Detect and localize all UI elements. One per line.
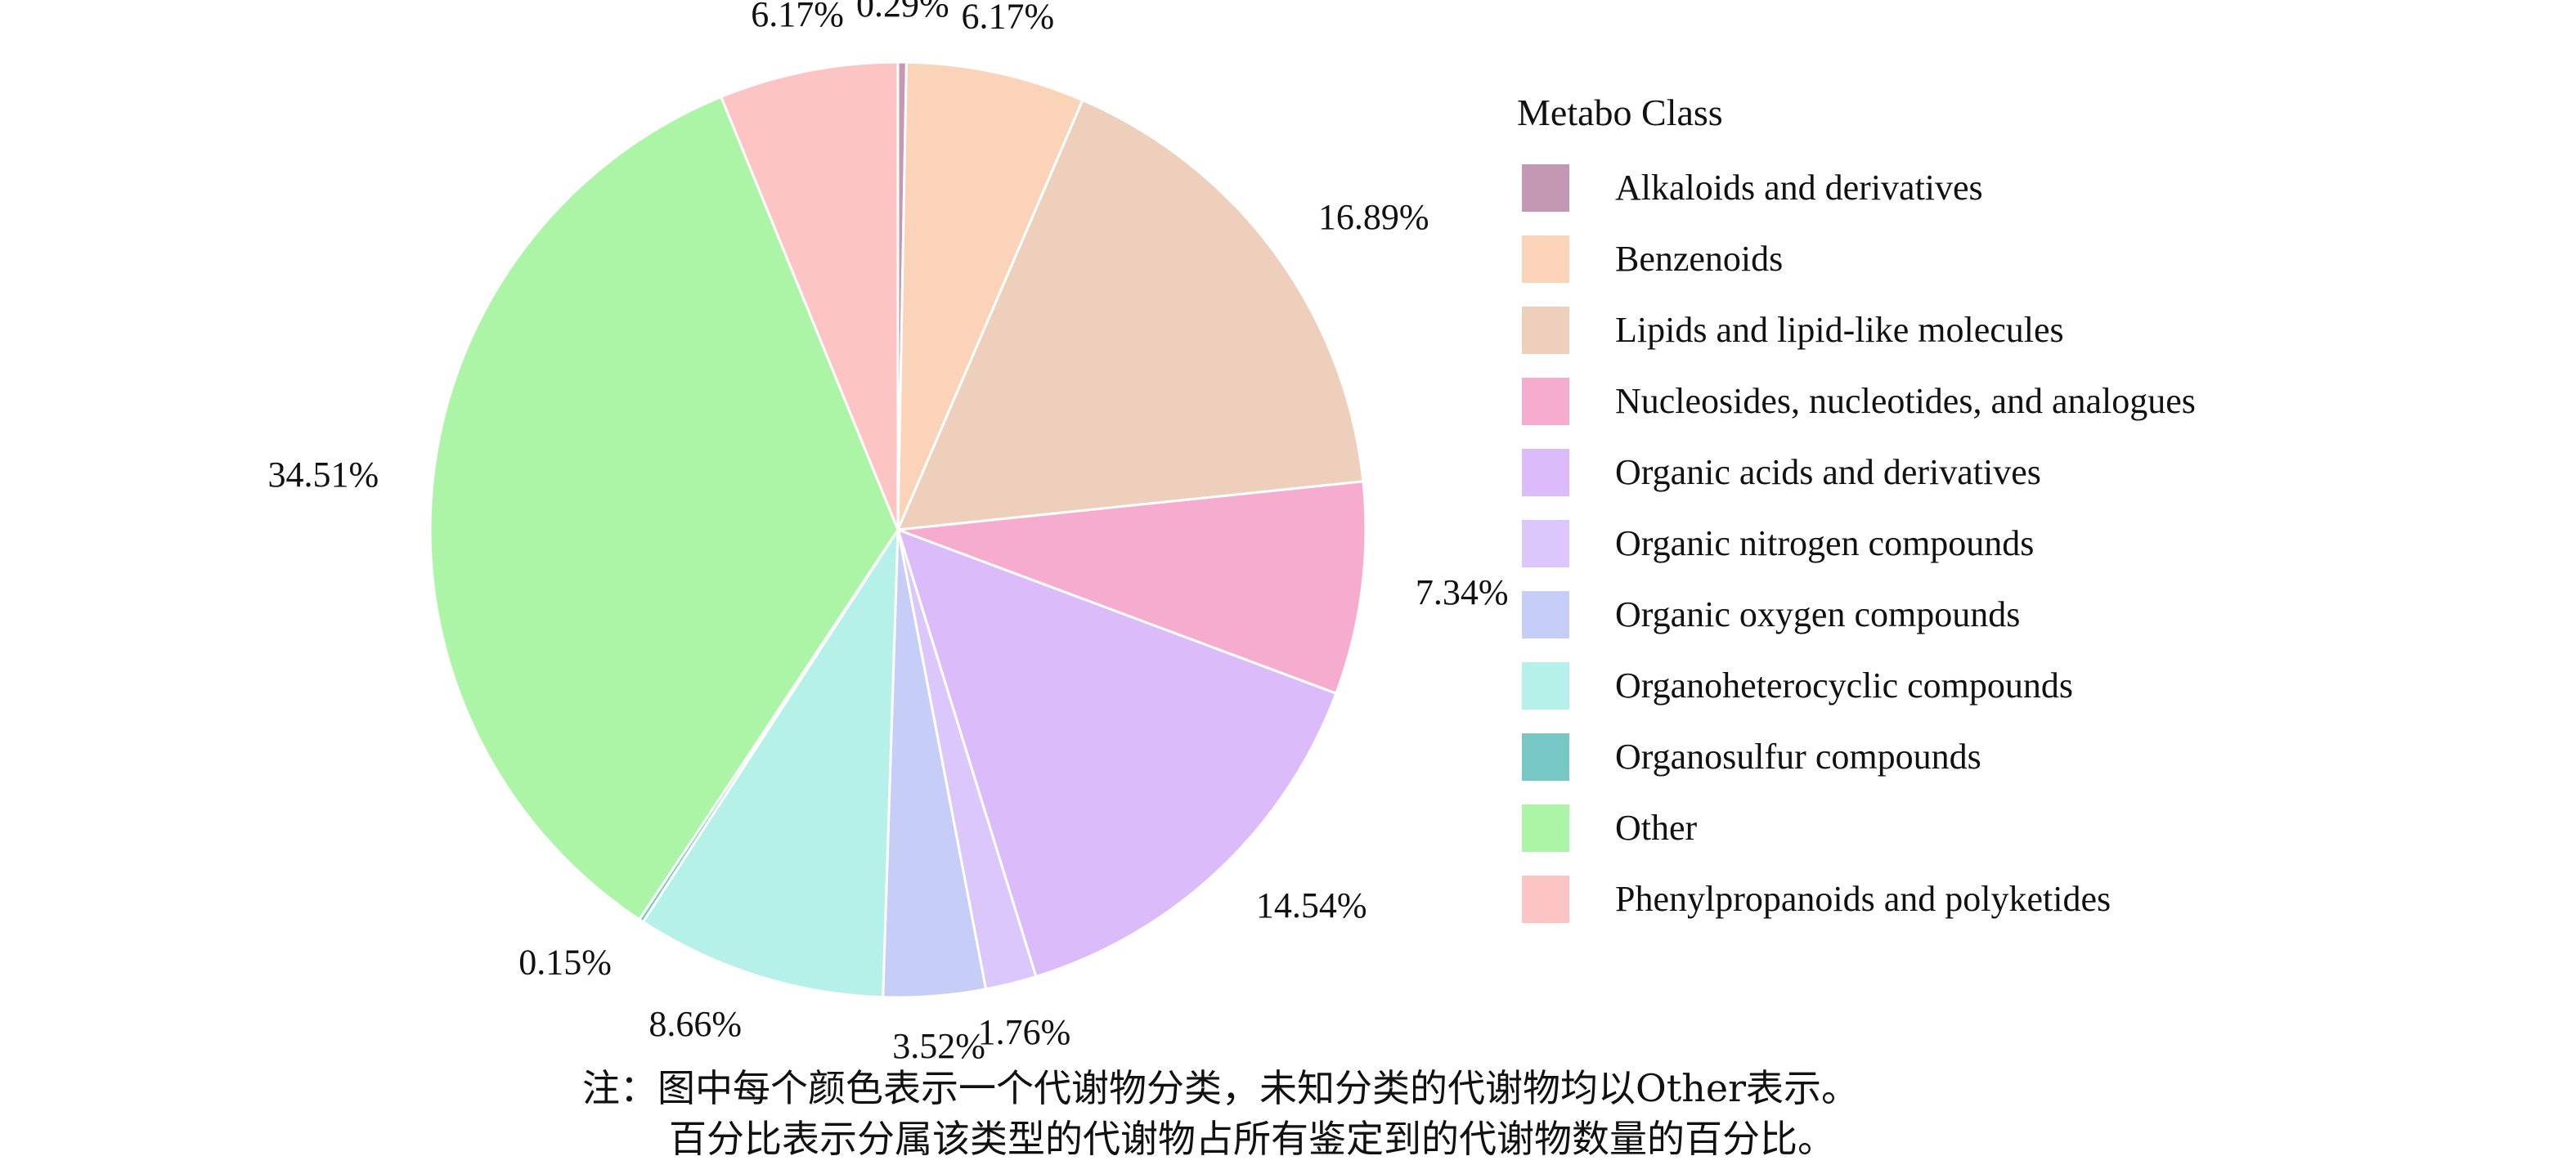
legend-swatch xyxy=(1522,875,1569,923)
legend-item-organosulfur-compounds: Organosulfur compounds xyxy=(1517,721,2196,792)
legend-item-nucleosides-nucleotides-and-analogues: Nucleosides, nucleotides, and analogues xyxy=(1517,365,2196,437)
pie-slice-lipids-and-lipid-like-molecules xyxy=(895,98,1365,531)
pie-slice-phenylpropanoids-and-polyketides xyxy=(719,60,900,531)
legend-label: Alkaloids and derivatives xyxy=(1615,168,1983,208)
pie-slice-nucleosides-nucleotides-and-analogues xyxy=(897,480,1367,696)
chart-note: 注：图中每个颜色表示一个代谢物分类，未知分类的代谢物均以Other表示。 百分比… xyxy=(582,1063,1859,1164)
slice-percent-label: 34.51% xyxy=(267,455,379,495)
legend-swatch xyxy=(1522,804,1569,852)
legend-item-organic-nitrogen-compounds: Organic nitrogen compounds xyxy=(1517,508,2196,579)
legend-item-benzenoids: Benzenoids xyxy=(1517,223,2196,294)
legend-item-organic-acids-and-derivatives: Organic acids and derivatives xyxy=(1517,437,2196,508)
legend-title: Metabo Class xyxy=(1517,92,1723,133)
legend-items: Alkaloids and derivatives Benzenoids Lipid… xyxy=(1517,152,2196,934)
legend-label: Benzenoids xyxy=(1615,239,1784,279)
pie-slices xyxy=(429,60,1367,999)
slice-percent-label: 0.29% xyxy=(856,0,949,25)
legend-label: Nucleosides, nucleotides, and analogues xyxy=(1615,381,2196,421)
legend-item-other: Other xyxy=(1517,792,2196,863)
pie-slice-organic-acids-and-derivatives xyxy=(895,527,1338,979)
slice-percent-label: 6.17% xyxy=(751,0,844,34)
legend-label: Organic acids and derivatives xyxy=(1615,452,2041,492)
slice-percent-label: 16.89% xyxy=(1318,197,1429,237)
legend-label: Organosulfur compounds xyxy=(1615,737,1981,777)
legend-swatch xyxy=(1522,306,1569,354)
legend-item-organic-oxygen-compounds: Organic oxygen compounds xyxy=(1517,579,2196,650)
note-line-2: 百分比表示分属该类型的代谢物占所有鉴定到的代谢物数量的百分比。 xyxy=(669,1117,1835,1161)
legend-label: Phenylpropanoids and polyketides xyxy=(1615,879,2112,919)
legend-label: Organic nitrogen compounds xyxy=(1615,523,2035,563)
legend-swatch xyxy=(1522,590,1569,639)
legend-swatch xyxy=(1522,448,1569,496)
legend: Metabo Class Alkaloids and derivatives Be… xyxy=(1517,88,2196,934)
legend-item-alkaloids-and-derivatives: Alkaloids and derivatives xyxy=(1517,152,2196,223)
legend-swatch xyxy=(1522,519,1569,567)
legend-swatch xyxy=(1522,733,1569,781)
legend-label: Other xyxy=(1615,808,1698,848)
legend-label: Organoheterocyclic compounds xyxy=(1615,665,2074,706)
legend-swatch xyxy=(1522,164,1569,212)
legend-swatch xyxy=(1522,377,1569,425)
slice-percent-label: 8.66% xyxy=(648,1004,742,1044)
slice-percent-label: 3.52% xyxy=(892,1026,985,1066)
pie-labels: 0.29% 6.17% 16.89% 7.34% 14.54% 1.76%3.52% 8.6… xyxy=(267,0,1508,1066)
pie-slice-benzenoids xyxy=(896,60,1084,531)
legend-swatch xyxy=(1522,235,1569,283)
note-line-1: 注：图中每个颜色表示一个代谢物分类，未知分类的代谢物均以Other表示。 xyxy=(582,1066,1860,1110)
legend-item-organoheterocyclic-compounds: Organoheterocyclic compounds xyxy=(1517,650,2196,721)
legend-label: Organic oxygen compounds xyxy=(1615,594,2021,634)
legend-item-lipids-and-lipid-like-molecules: Lipids and lipid-like molecules xyxy=(1517,294,2196,365)
pie-slice-other xyxy=(429,95,900,921)
pie-slice-organoheterocyclic-compounds xyxy=(641,525,900,999)
legend-label: Lipids and lipid-like molecules xyxy=(1615,310,2064,350)
slice-percent-label: 6.17% xyxy=(961,0,1054,36)
slice-percent-label: 1.76% xyxy=(978,1012,1071,1052)
legend-item-phenylpropanoids-and-polyketides: Phenylpropanoids and polyketides xyxy=(1517,863,2196,934)
slice-percent-label: 7.34% xyxy=(1416,572,1509,612)
slice-percent-label: 0.15% xyxy=(518,942,612,982)
legend-swatch xyxy=(1522,661,1569,710)
slice-percent-label: 14.54% xyxy=(1256,885,1367,925)
